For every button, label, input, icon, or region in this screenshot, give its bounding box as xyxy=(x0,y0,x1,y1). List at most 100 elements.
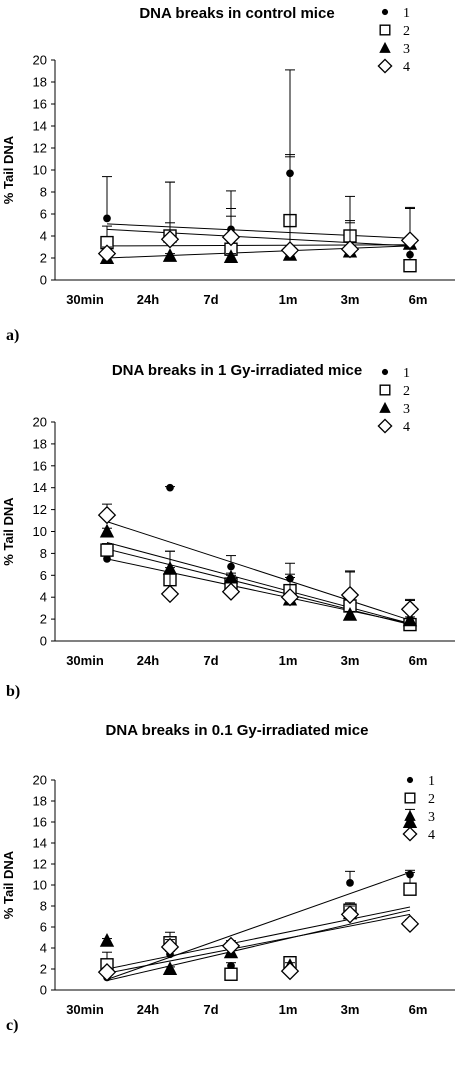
trend-line-series-2 xyxy=(106,244,411,247)
x-tick-label: 24h xyxy=(137,653,159,668)
y-tick-label: 2 xyxy=(40,251,47,266)
chart-title: DNA breaks in control mice xyxy=(139,5,334,22)
legend-label: 4 xyxy=(403,420,410,435)
y-tick-label: 12 xyxy=(33,502,47,517)
y-tick-label: 12 xyxy=(33,857,47,872)
y-tick-label: 20 xyxy=(33,53,47,68)
legend-label: 1 xyxy=(403,366,410,381)
data-point-series-4 xyxy=(400,231,420,250)
legend-marker-1 xyxy=(406,776,414,784)
legend-marker-4 xyxy=(402,826,418,842)
data-point-series-1 xyxy=(103,214,111,223)
data-point-series-4 xyxy=(280,241,300,260)
data-point-series-1 xyxy=(346,879,354,887)
data-point-series-2 xyxy=(224,967,238,981)
x-tick-label: 6m xyxy=(409,1002,428,1017)
trend-line-series-2 xyxy=(106,906,411,970)
x-tick-label: 30min xyxy=(66,292,104,307)
chart-panel-1: DNA breaks in control mice02468101214161… xyxy=(1,5,455,344)
legend-marker-1 xyxy=(381,368,389,376)
y-tick-label: 20 xyxy=(33,773,47,788)
chart-panel-3: DNA breaks in 0.1 Gy-irradiated mice 0 2 4 6… xyxy=(1,722,455,1034)
data-point-series-4 xyxy=(280,961,300,981)
y-tick-label: 6 xyxy=(40,568,47,583)
x-tick-label: 24h xyxy=(137,1002,159,1017)
x-tick-label: 1m xyxy=(279,292,298,307)
y-tick-label: 16 xyxy=(33,458,47,473)
trend-line-series-4 xyxy=(106,913,411,974)
y-tick-label: 0 xyxy=(40,634,47,649)
data-point-series-1 xyxy=(103,555,111,563)
y-tick-label: 18 xyxy=(33,794,47,809)
y-tick-label: 2 xyxy=(40,962,47,977)
trend-line-series-3 xyxy=(106,909,411,982)
legend-label: 4 xyxy=(403,60,410,75)
x-tick-label: 30min xyxy=(66,1002,104,1017)
data-point-series-2 xyxy=(403,259,417,273)
x-tick-label: 7d xyxy=(203,1002,218,1017)
data-point-series-2 xyxy=(100,543,114,557)
legend-label: 3 xyxy=(403,42,410,57)
data-point-series-1 xyxy=(227,562,235,571)
data-point-series-3 xyxy=(402,814,418,829)
data-point-series-4 xyxy=(97,505,117,525)
data-point-series-4 xyxy=(160,937,180,957)
x-tick-label: 6m xyxy=(409,653,428,668)
y-tick-label: 6 xyxy=(40,920,47,935)
x-tick-label: 3m xyxy=(341,292,360,307)
x-tick-label: 24h xyxy=(137,292,159,307)
data-point-series-3 xyxy=(223,569,239,584)
y-tick-label: 12 xyxy=(33,141,47,156)
trend-line-series-1 xyxy=(106,558,411,624)
data-point-series-3 xyxy=(342,607,358,621)
y-tick-label: 20 xyxy=(33,415,47,430)
data-point-series-4 xyxy=(97,962,117,982)
x-tick-label: 30min xyxy=(66,653,104,668)
x-tick-label: 6m xyxy=(409,292,428,307)
y-tick-label: 18 xyxy=(33,75,47,90)
legend-label: 4 xyxy=(428,828,435,843)
legend-marker-3 xyxy=(404,809,416,821)
data-point-series-3 xyxy=(99,932,115,947)
x-tick-label: 7d xyxy=(203,292,218,307)
y-tick-label: 0 xyxy=(40,983,47,998)
y-tick-label: 14 xyxy=(33,480,47,495)
legend-label: 2 xyxy=(403,24,410,39)
y-tick-label: 8 xyxy=(40,185,47,200)
legend: 1 2 3 4 xyxy=(377,6,410,75)
trend-line-series-1 xyxy=(106,228,411,247)
trend-line-series-3 xyxy=(106,245,411,259)
legend-marker-4 xyxy=(377,418,393,434)
data-point-series-4 xyxy=(280,588,300,607)
data-point-series-4 xyxy=(340,240,360,259)
y-tick-label: 10 xyxy=(33,524,47,539)
data-point-series-4 xyxy=(400,600,420,619)
legend-label: 1 xyxy=(403,6,410,21)
x-tick-label: 1m xyxy=(279,653,298,668)
data-point-series-2 xyxy=(403,882,417,896)
trend-line-series-1 xyxy=(106,871,411,980)
x-tick-label: 3m xyxy=(341,1002,360,1017)
trend-line-series-4 xyxy=(106,521,411,621)
legend-marker-3 xyxy=(379,41,391,53)
y-tick-label: 8 xyxy=(40,899,47,914)
y-tick-label: 4 xyxy=(40,941,47,956)
data-point-series-4 xyxy=(221,227,241,247)
data-point-series-3 xyxy=(162,248,178,262)
panel-label: c) xyxy=(6,1017,18,1034)
y-tick-label: 2 xyxy=(40,612,47,627)
y-tick-label: 14 xyxy=(33,836,47,851)
y-axis-label: % Tail DNA xyxy=(1,850,16,919)
data-point-series-1 xyxy=(166,483,174,492)
chart-title: DNA breaks in 0.1 Gy-irradiated mice xyxy=(106,722,369,739)
trend-line-series-3 xyxy=(106,541,411,624)
data-point-series-3 xyxy=(162,961,178,976)
data-point-series-4 xyxy=(340,585,360,605)
y-tick-label: 14 xyxy=(33,119,47,134)
data-point-series-3 xyxy=(402,612,418,627)
y-tick-label: 0 xyxy=(40,273,47,288)
y-tick-label: 10 xyxy=(33,878,47,893)
data-point-series-3 xyxy=(99,523,115,538)
panel-label: a) xyxy=(6,327,19,344)
